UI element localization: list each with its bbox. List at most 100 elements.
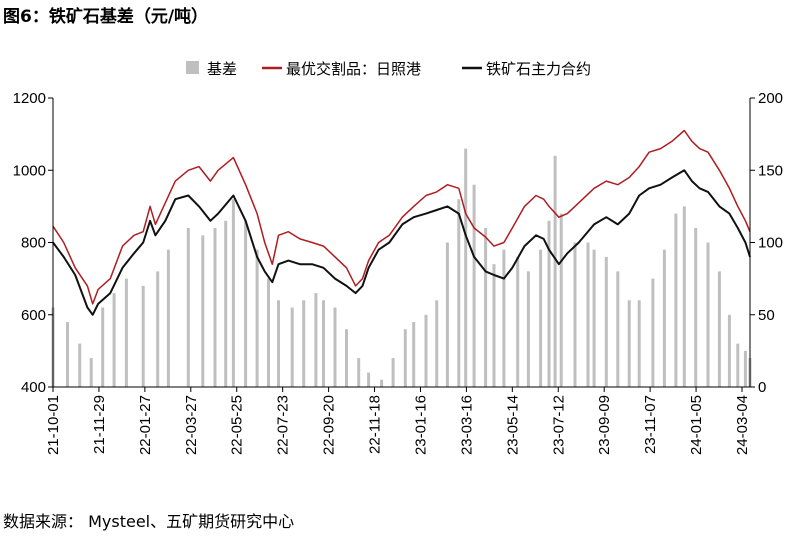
x-tick-label: 23-11-07	[642, 395, 659, 454]
basis-bar	[526, 271, 530, 387]
x-tick-label: 23-01-16	[413, 395, 430, 455]
x-tick-label: 23-05-14	[504, 395, 521, 455]
basis-bar	[616, 271, 620, 387]
basis-bar	[539, 249, 543, 387]
basis-bar	[380, 379, 384, 387]
basis-bar	[627, 300, 631, 387]
basis-bar	[492, 264, 496, 387]
x-tick-label: 24-01-05	[688, 395, 705, 455]
basis-bar	[367, 372, 371, 387]
source-note: 数据来源： Mysteel、五矿期货研究中心	[3, 512, 295, 531]
x-tick-label: 24-03-04	[734, 395, 751, 455]
x-tick-label: 23-09-09	[596, 395, 613, 455]
y-left-tick-label: 1200	[13, 90, 46, 107]
basis-bar	[727, 314, 731, 388]
spot-price-line	[52, 129, 751, 305]
basis-bar	[484, 228, 488, 387]
basis-bar	[186, 228, 190, 387]
basis-bar	[141, 285, 145, 387]
basis-bar	[244, 220, 248, 387]
basis-bar	[472, 184, 476, 387]
basis-bar	[290, 307, 294, 387]
basis-bar	[78, 343, 82, 387]
basis-bar	[345, 329, 348, 387]
basis-bar	[445, 242, 449, 387]
x-tick-label: 22-07-23	[275, 395, 292, 455]
series-lines	[52, 129, 751, 316]
basis-bar	[682, 206, 686, 387]
legend: 基差 最优交割品：日照港 铁矿石主力合约	[186, 60, 591, 78]
basis-bar	[302, 300, 306, 387]
basis-bar	[464, 148, 468, 387]
y-right-tick-label: 200	[758, 90, 783, 107]
y-right-tick-label: 50	[758, 307, 775, 324]
legend-label: 最优交割品：日照港	[286, 60, 421, 78]
basis-bar	[694, 228, 698, 387]
basis-bar	[662, 249, 666, 387]
basis-bar	[166, 249, 170, 387]
basis-bar	[637, 300, 641, 387]
basis-bar	[391, 358, 395, 387]
basis-bar	[651, 278, 655, 387]
basis-bar	[502, 249, 506, 387]
figure-title: 图6：铁矿石基差（元/吨）	[3, 7, 209, 27]
basis-bar	[592, 249, 596, 387]
basis-bar	[424, 314, 428, 388]
basis-bar	[674, 213, 678, 387]
basis-bars	[51, 148, 752, 388]
x-tick-label: 22-05-25	[229, 395, 246, 455]
basis-bar	[322, 300, 325, 387]
y-right-tick-label: 150	[758, 162, 783, 179]
basis-bar	[213, 228, 217, 387]
x-tick-label: 22-11-18	[367, 395, 384, 454]
y-right-tick-label: 0	[758, 379, 766, 396]
basis-bar	[255, 249, 259, 387]
x-tick-label: 23-03-16	[458, 395, 475, 455]
basis-bar	[586, 242, 590, 387]
basis-bar	[743, 350, 747, 387]
x-tick-label: 22-01-27	[137, 395, 154, 455]
basis-bar	[357, 358, 361, 387]
basis-bar	[124, 278, 128, 387]
basis-bar	[231, 199, 235, 387]
basis-bar	[553, 155, 557, 387]
basis-bar	[516, 256, 520, 387]
basis-bar	[604, 256, 608, 387]
basis-bar	[224, 220, 228, 387]
x-tick-label: 22-09-20	[321, 395, 338, 455]
basis-bar	[547, 220, 551, 387]
basis-bar	[403, 329, 407, 387]
basis-bar	[201, 235, 205, 387]
basis-bar	[101, 307, 105, 387]
x-tick-label: 21-10-01	[45, 395, 62, 455]
y-left-tick-label: 400	[21, 379, 46, 396]
axes: 400 600 800 1000 1200 0 50 100 150 200 21-10-01 21-…	[13, 90, 783, 455]
basis-bar	[267, 278, 270, 387]
basis-bar	[559, 213, 563, 387]
basis-bar	[314, 293, 318, 387]
basis-bar	[277, 300, 280, 387]
basis-bar	[412, 322, 416, 387]
legend-label: 基差	[207, 60, 237, 78]
basis-bar	[717, 271, 721, 387]
basis-bar	[435, 300, 439, 387]
basis-bar	[457, 199, 461, 387]
x-tick-label: 23-07-12	[550, 395, 567, 455]
basis-bar	[112, 293, 116, 387]
legend-label: 铁矿石主力合约	[486, 60, 591, 78]
x-tick-label: 21-11-29	[91, 395, 108, 454]
legend-swatch-basis	[186, 61, 199, 74]
basis-bar	[736, 343, 740, 387]
basis-bar	[333, 307, 337, 387]
y-right-tick-label: 100	[758, 235, 783, 252]
basis-bar	[66, 322, 69, 387]
x-tick-label: 22-03-27	[183, 395, 200, 455]
basis-bar	[706, 242, 710, 387]
futures-price-line	[52, 169, 751, 316]
basis-bar	[89, 358, 93, 387]
y-left-tick-label: 600	[21, 307, 46, 324]
y-left-tick-label: 1000	[13, 162, 46, 179]
y-left-tick-label: 800	[21, 235, 46, 252]
basis-bar	[573, 242, 577, 387]
